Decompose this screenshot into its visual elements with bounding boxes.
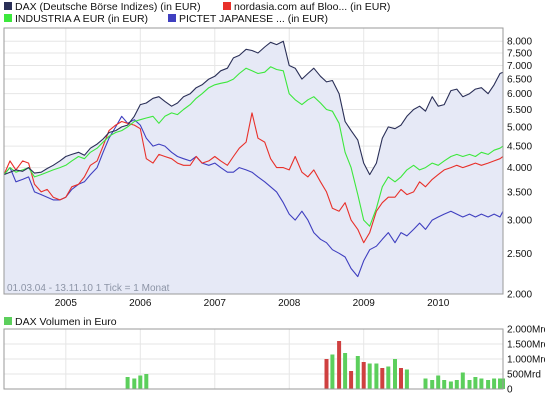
x-tick-label: 2010 <box>427 298 450 309</box>
volume-bar <box>361 362 366 389</box>
volume-bar <box>144 374 149 389</box>
y-tick-label: 6.500 <box>507 75 532 86</box>
legend: DAX (Deutsche Börse Indizes) (in EUR) no… <box>4 1 390 25</box>
volume-bars <box>125 341 505 389</box>
series-line-nordasia <box>3 112 504 244</box>
volume-bar <box>473 377 478 389</box>
legend-label-dax: DAX (Deutsche Börse Indizes) (in EUR) <box>15 1 201 13</box>
volume-bar <box>448 381 453 389</box>
volume-bar <box>393 359 397 389</box>
volume-bar <box>324 359 329 389</box>
y-tick-label: 2.500 <box>507 249 532 260</box>
volume-tick-label: 0 <box>507 385 513 396</box>
legend-label-volume: DAX Volumen in Euro <box>15 316 117 328</box>
legend-swatch-dax <box>4 2 12 10</box>
x-tick-label: 2005 <box>55 298 78 309</box>
volume-panel: DAX Volumen in Euro 0 500Mrd 1.000Mrd 1.500… <box>3 316 545 396</box>
y-tick-label: 4.000 <box>507 163 532 174</box>
volume-bar <box>454 380 459 389</box>
volume-bar <box>486 380 491 389</box>
volume-bar <box>386 366 391 389</box>
y-tick-label: 3.000 <box>507 216 532 227</box>
y-tick-label: 7.500 <box>507 48 532 59</box>
legend-swatch-pictet <box>168 14 176 22</box>
legend-label-pictet: PICTET JAPANESE ... (in EUR) <box>179 13 328 25</box>
volume-tick-label: 500Mrd <box>507 370 541 381</box>
x-axis-ticks: 2005 2006 2007 2008 2009 2010 <box>55 298 450 309</box>
volume-bar <box>138 375 143 389</box>
volume-bar <box>498 378 502 389</box>
volume-bar <box>355 356 360 389</box>
volume-bar <box>479 378 484 389</box>
volume-tick-label: 1.000Mrd <box>507 355 545 366</box>
legend-swatch-volume <box>4 317 12 325</box>
legend-label-industria: INDUSTRIA A EUR (in EUR) <box>15 13 148 25</box>
volume-bar <box>330 354 335 389</box>
y-tick-label: 4.500 <box>507 142 532 153</box>
volume-bar <box>460 372 465 389</box>
price-lines <box>3 40 504 278</box>
volume-bar <box>125 377 130 389</box>
volume-bar <box>337 341 342 389</box>
volume-tick-label: 2.000Mrd <box>507 325 545 336</box>
range-info: 01.03.04 - 13.11.10 1 Tick = 1 Monat <box>7 283 170 294</box>
price-plot-frame <box>3 27 504 295</box>
x-tick-label: 2008 <box>278 298 301 309</box>
y-tick-label: 2.000 <box>507 290 532 301</box>
volume-bar <box>492 378 497 389</box>
y-tick-label: 7.000 <box>507 61 532 72</box>
x-tick-label: 2007 <box>204 298 227 309</box>
volume-bar <box>380 368 385 389</box>
volume-bar <box>423 378 428 389</box>
volume-bar <box>430 380 435 389</box>
volume-bar <box>374 363 379 389</box>
legend-swatch-industria <box>4 14 12 22</box>
series-line-industria <box>3 66 504 227</box>
y-axis-ticks: 2.000 2.500 3.000 3.500 4.000 4.500 5.000 5.500… <box>507 37 532 301</box>
volume-bar <box>367 363 372 389</box>
volume-bar <box>132 378 137 389</box>
series-line-dax <box>3 40 504 176</box>
volume-bar <box>349 371 354 389</box>
volume-plot-frame <box>3 328 504 390</box>
y-tick-label: 8.000 <box>507 37 532 48</box>
legend-swatch-nordasia <box>223 2 231 10</box>
x-tick-label: 2009 <box>353 298 376 309</box>
volume-bar <box>467 380 472 389</box>
y-tick-label: 5.500 <box>507 105 532 116</box>
series-line-pictet <box>3 115 504 278</box>
legend-label-nordasia: nordasia.com auf Bloo... (in EUR) <box>234 1 390 13</box>
volume-bar <box>442 380 447 389</box>
dax-area-fill <box>4 41 503 295</box>
volume-bar <box>399 368 403 389</box>
y-tick-label: 3.500 <box>507 187 532 198</box>
volume-tick-label: 1.500Mrd <box>507 340 545 351</box>
volume-bar <box>404 369 409 389</box>
x-tick-label: 2006 <box>129 298 152 309</box>
volume-bar <box>436 375 441 389</box>
y-tick-label: 6.000 <box>507 89 532 100</box>
price-panel: 2.000 2.500 3.000 3.500 4.000 4.500 5.000 5.500… <box>3 27 532 309</box>
volume-axis-ticks: 0 500Mrd 1.000Mrd 1.500Mrd 2.000Mrd <box>507 325 545 396</box>
volume-bar <box>343 353 348 389</box>
y-tick-label: 5.000 <box>507 122 532 133</box>
